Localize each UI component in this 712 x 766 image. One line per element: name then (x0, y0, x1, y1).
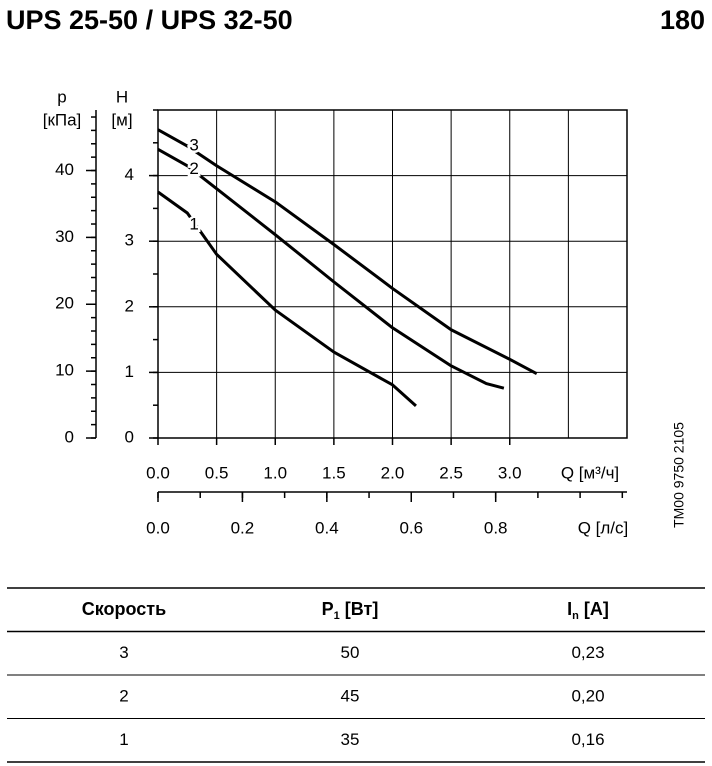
pump-curve (157, 148, 505, 390)
x2-label: Q [л/с] (578, 518, 629, 537)
x2-tick-label: 0.0 (146, 518, 170, 537)
table-cell: 0,20 (571, 686, 604, 705)
header-sub: n (572, 610, 579, 622)
header-unit: [Вт] (340, 599, 379, 619)
x-tick-label: 2.0 (381, 463, 405, 482)
x2-tick-label: 0.4 (315, 518, 339, 537)
x-label: Q [м³/ч] (561, 463, 619, 482)
y2-tick-label: 20 (55, 294, 74, 313)
header-unit: [A] (579, 599, 609, 619)
y-tick-label: 4 (125, 165, 134, 184)
y-unit: [м] (111, 110, 132, 129)
header-sub: 1 (334, 610, 340, 622)
x-tick-label: 0.5 (205, 463, 229, 482)
y2-tick-label: 30 (55, 227, 74, 246)
table-cell: 3 (119, 643, 128, 662)
y2-tick-label: 40 (55, 160, 74, 179)
x-tick-label: 1.5 (322, 463, 346, 482)
table-cell: 50 (341, 643, 360, 662)
y-tick-label: 0 (125, 427, 134, 446)
table-cell: 0,16 (571, 730, 604, 749)
table-cell: 2 (119, 686, 128, 705)
x-tick-label: 0.0 (146, 463, 170, 482)
table-cell: 45 (341, 686, 360, 705)
side-code: TM00 9750 2105 (671, 422, 687, 528)
x2-tick-label: 0.2 (231, 518, 255, 537)
y2-label: p (57, 87, 66, 106)
x-tick-label: 2.5 (439, 463, 463, 482)
y-tick-label: 2 (125, 296, 134, 315)
y-tick-label: 3 (125, 231, 134, 250)
table-header: P1 [Вт] (322, 599, 379, 622)
table-header: In [A] (567, 599, 609, 622)
table-cell: 35 (341, 730, 360, 749)
y-label: H (116, 87, 128, 106)
x2-tick-label: 0.8 (484, 518, 508, 537)
pump-curve (157, 128, 538, 376)
y2-tick-label: 10 (55, 361, 74, 380)
y2-tick-label: 0 (65, 427, 74, 446)
curve-label: 3 (189, 136, 198, 155)
chart-title: UPS 25-50 / UPS 32-50 (6, 5, 293, 35)
curve-label: 1 (189, 214, 198, 233)
x-tick-label: 3.0 (498, 463, 522, 482)
x-tick-label: 1.0 (263, 463, 287, 482)
table-header: Скорость (82, 599, 166, 619)
table-cell: 1 (119, 730, 128, 749)
table-cell: 0,23 (571, 643, 604, 662)
y2-unit: [кПа] (43, 110, 82, 129)
header-text: P (322, 599, 334, 619)
page-number: 180 (660, 5, 705, 35)
x2-tick-label: 0.6 (399, 518, 423, 537)
header-text: I (567, 599, 572, 619)
pump-curve (157, 190, 417, 407)
y-tick-label: 1 (125, 362, 134, 381)
curve-label: 2 (189, 159, 198, 178)
